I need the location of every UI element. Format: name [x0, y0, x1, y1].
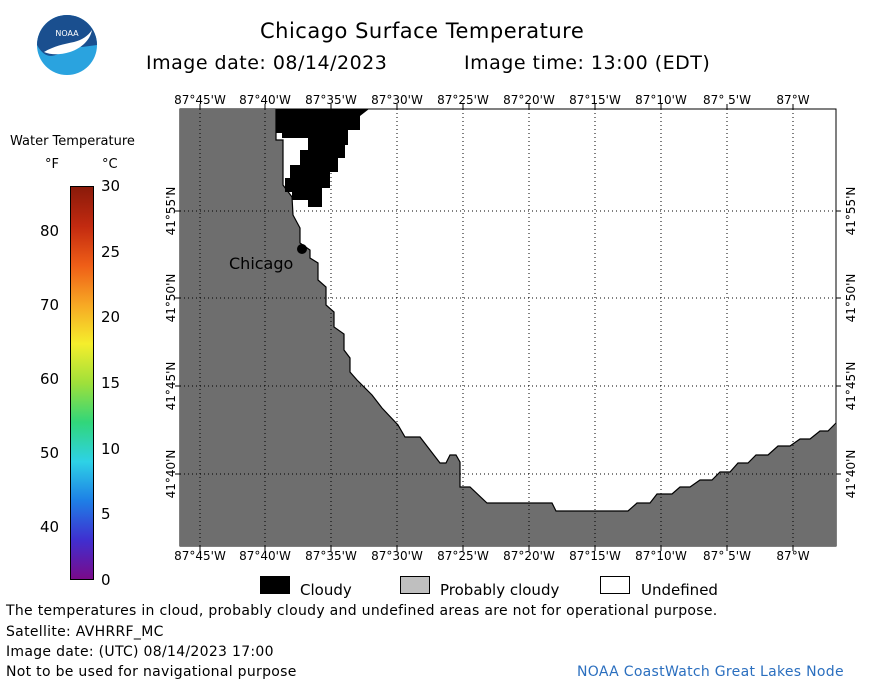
graticule — [180, 109, 836, 546]
longitude-labels-top: 87°45'W 87°40'W 87°35'W 87°30'W 87°25'W 87°20… — [174, 93, 810, 107]
colorbar-c-tick: 0 — [101, 571, 111, 589]
latitude-label: 41°55'N — [164, 187, 178, 236]
longitude-label: 87°25'W — [437, 549, 489, 563]
latitude-label: 41°45'N — [844, 362, 858, 411]
longitude-label: 87°30'W — [371, 549, 423, 563]
image-date: Image date: 08/14/2023 — [146, 52, 388, 74]
longitude-label: 87°10'W — [635, 93, 687, 107]
colorbar — [70, 186, 94, 580]
colorbar-f-tick: 70 — [40, 296, 60, 314]
colorbar-c-tick: 25 — [101, 242, 121, 261]
chicago-label: Chicago — [229, 254, 293, 273]
colorbar-f-tick: 50 — [40, 444, 60, 462]
latitude-label: 41°40'N — [844, 450, 858, 499]
longitude-label: 87°15'W — [569, 93, 621, 107]
noaa-logo: NOAA — [36, 14, 98, 76]
latitude-label: 41°50'N — [164, 274, 178, 323]
longitude-label: 87°W — [776, 549, 809, 563]
satellite-text: Satellite: AVHRRF_MC — [6, 624, 164, 640]
colorbar-f-tick: 80 — [40, 222, 60, 240]
longitude-label: 87°35'W — [305, 93, 357, 107]
legend-cloudy-swatch — [260, 576, 290, 594]
shoreline — [275, 109, 837, 512]
logo-text: NOAA — [55, 29, 79, 38]
legend-undefined-swatch — [600, 576, 630, 594]
disclaimer-text: The temperatures in cloud, probably clou… — [6, 603, 718, 619]
longitude-label: 87°45'W — [174, 93, 226, 107]
longitude-labels-bottom: 87°45'W 87°40'W 87°35'W 87°30'W 87°25'W 87°20… — [174, 549, 810, 563]
land-area — [180, 109, 836, 546]
image-time: Image time: 13:00 (EDT) — [464, 52, 711, 74]
longitude-label: 87°20'W — [503, 549, 555, 563]
longitude-label: 87°45'W — [174, 549, 226, 563]
colorbar-c-tick: 10 — [101, 439, 121, 458]
credit-text: NOAA CoastWatch Great Lakes Node — [577, 664, 844, 680]
colorbar-c-tick: 20 — [101, 308, 121, 327]
legend-probably-cloudy-swatch — [400, 576, 430, 594]
colorbar-c-tick: 5 — [101, 505, 111, 524]
latitude-label: 41°40'N — [164, 450, 178, 499]
colorbar-f-tick: 40 — [40, 518, 60, 536]
longitude-label: 87°10'W — [635, 549, 687, 563]
latitude-label: 41°50'N — [844, 274, 858, 323]
chicago-marker — [297, 244, 307, 254]
colorbar-unit-f: °F — [45, 157, 59, 172]
colorbar-unit-c: °C — [102, 157, 118, 172]
latitude-labels-right: 41°55'N 41°50'N 41°45'N 41°40'N — [844, 187, 858, 499]
colorbar-f-tick: 60 — [40, 370, 60, 388]
longitude-label: 87°40'W — [239, 549, 291, 563]
legend-probably-cloudy-label: Probably cloudy — [440, 581, 560, 599]
longitude-label: 87°35'W — [305, 549, 357, 563]
longitude-label: 87°20'W — [503, 93, 555, 107]
longitude-label: 87°30'W — [371, 93, 423, 107]
legend-cloudy-label: Cloudy — [300, 581, 352, 599]
legend-undefined-label: Undefined — [641, 581, 718, 599]
latitude-label: 41°55'N — [844, 187, 858, 236]
longitude-label: 87°25'W — [437, 93, 489, 107]
colorbar-title: Water Temperature — [10, 134, 135, 149]
nav-warning-text: Not to be used for navigational purpose — [6, 664, 297, 680]
map: Chicago 87°45'W 87°40'W 87°35'W 87°30'W 87°2… — [164, 93, 858, 563]
longitude-label: 87° 5'W — [703, 549, 751, 563]
longitude-label: 87°40'W — [239, 93, 291, 107]
utc-date-text: Image date: (UTC) 08/14/2023 17:00 — [6, 644, 274, 660]
longitude-label: 87° 5'W — [703, 93, 751, 107]
longitude-label: 87°15'W — [569, 549, 621, 563]
latitude-label: 41°45'N — [164, 362, 178, 411]
page-title: Chicago Surface Temperature — [260, 19, 585, 43]
longitude-label: 87°W — [776, 93, 809, 107]
latitude-labels-left: 41°55'N 41°50'N 41°45'N 41°40'N — [164, 187, 178, 499]
colorbar-c-tick: 15 — [101, 374, 121, 392]
colorbar-c-tick: 30 — [101, 177, 121, 195]
cloud-area — [276, 109, 369, 207]
